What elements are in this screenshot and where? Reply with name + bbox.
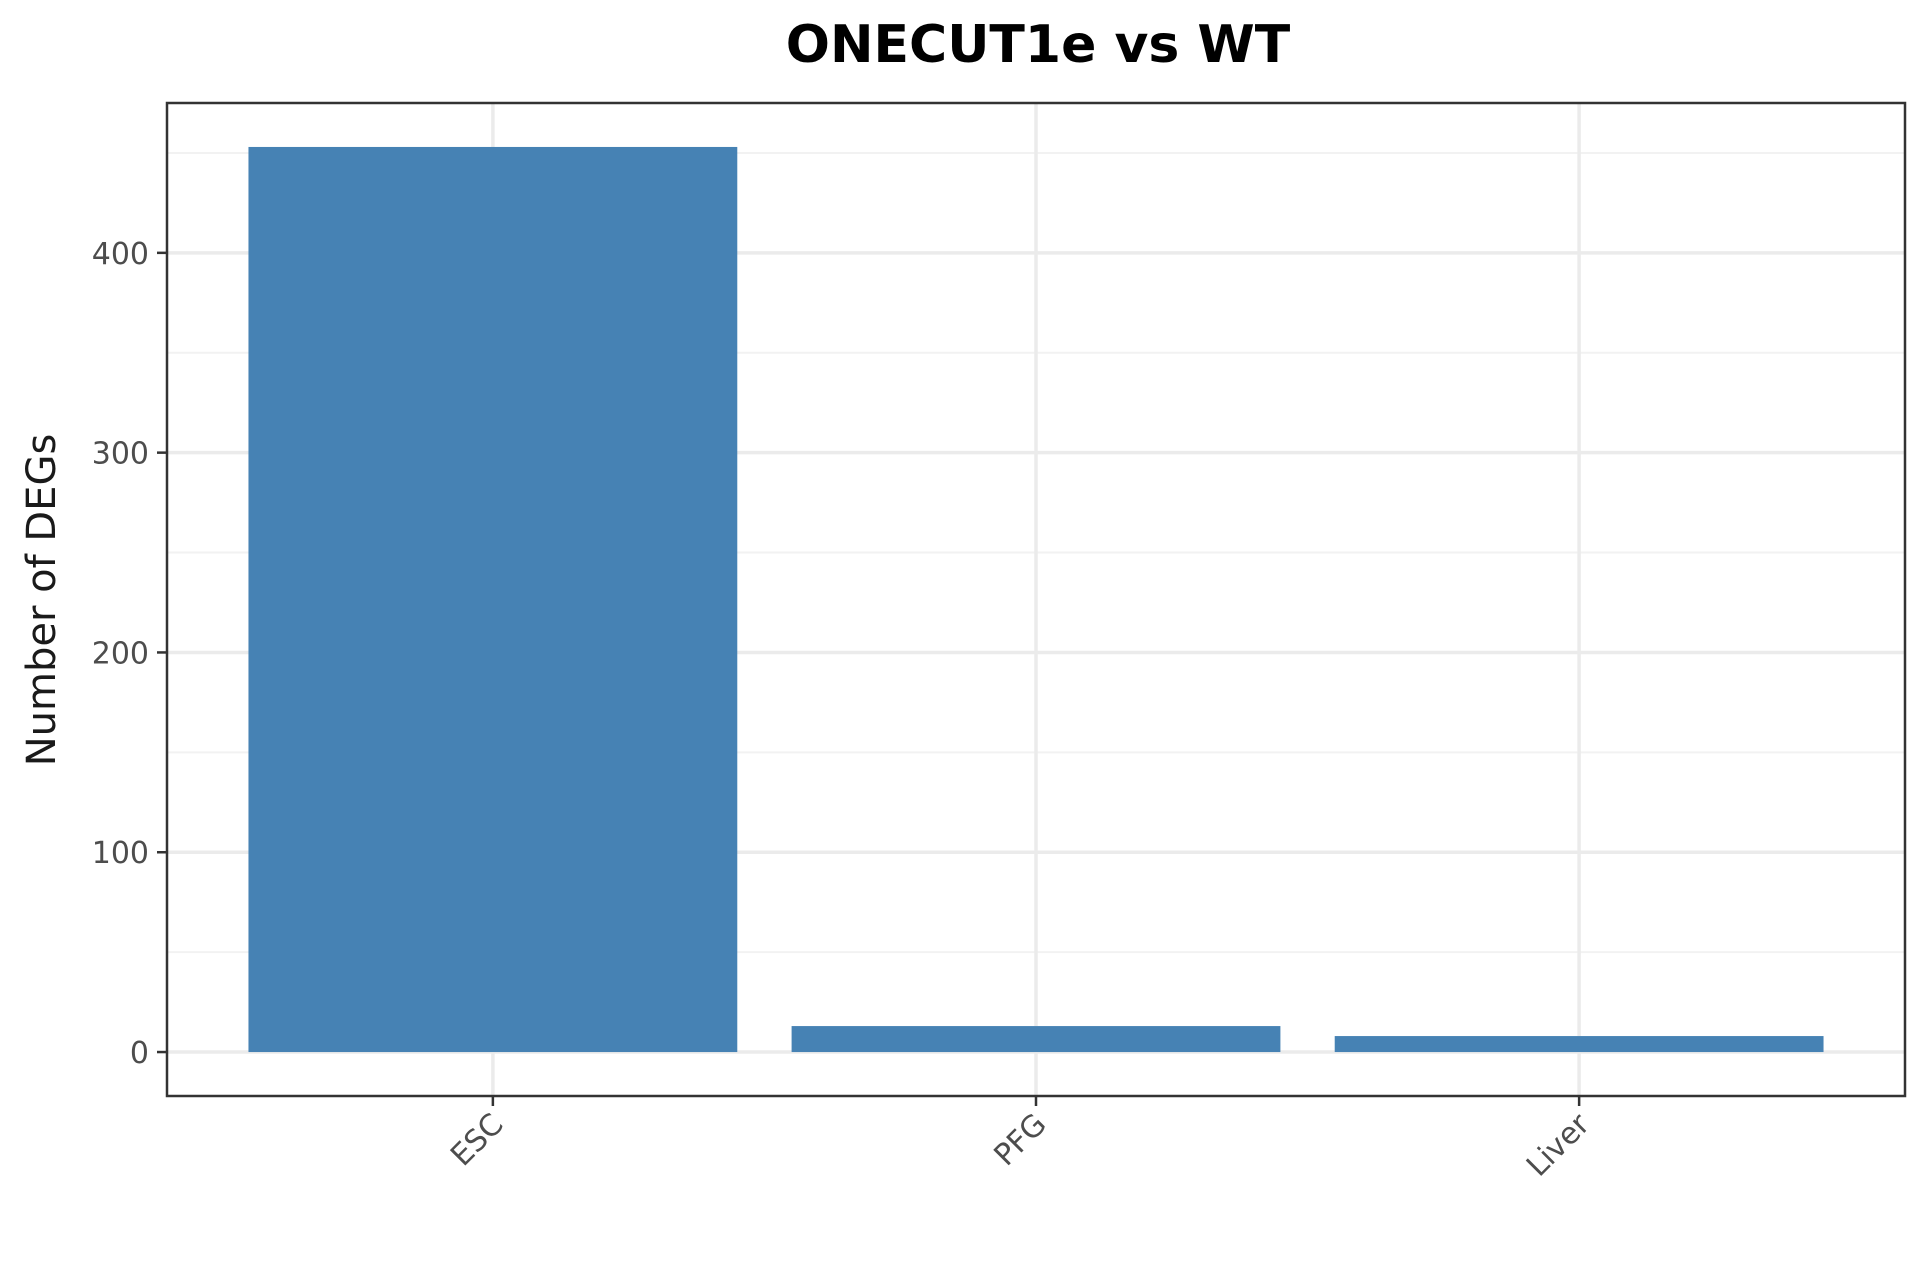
y-tick-label: 400 <box>92 237 149 272</box>
bars <box>248 146 1824 1053</box>
y-axis-label: Number of DEGs <box>19 434 65 767</box>
bar-esc <box>248 146 738 1053</box>
x-tick-label-liver: Liver <box>1520 1106 1597 1183</box>
y-tick-label: 0 <box>130 1036 149 1071</box>
y-tick-label: 100 <box>92 836 149 871</box>
bar-pfg <box>791 1026 1281 1053</box>
x-tick-label-esc: ESC <box>444 1107 510 1173</box>
y-tick-label: 200 <box>92 636 149 671</box>
bar-liver <box>1334 1036 1824 1053</box>
y-axis-ticks: 0 100 200 300 400 <box>92 237 167 1071</box>
x-axis-ticks: ESC PFG Liver <box>444 1096 1597 1184</box>
y-tick-label: 300 <box>92 437 149 472</box>
chart-title: ONECUT1e vs WT <box>786 15 1291 75</box>
x-tick-label-pfg: PFG <box>987 1107 1053 1173</box>
